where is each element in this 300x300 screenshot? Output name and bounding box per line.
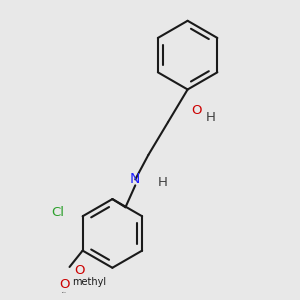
Text: methyl: methyl bbox=[72, 277, 106, 287]
Text: N: N bbox=[130, 172, 140, 186]
Text: O: O bbox=[74, 264, 85, 277]
Text: O: O bbox=[59, 278, 70, 291]
Text: methyl: methyl bbox=[62, 292, 67, 293]
Text: Cl: Cl bbox=[52, 206, 64, 220]
Text: H: H bbox=[158, 176, 168, 189]
Text: H: H bbox=[206, 111, 215, 124]
Text: O: O bbox=[191, 104, 201, 117]
